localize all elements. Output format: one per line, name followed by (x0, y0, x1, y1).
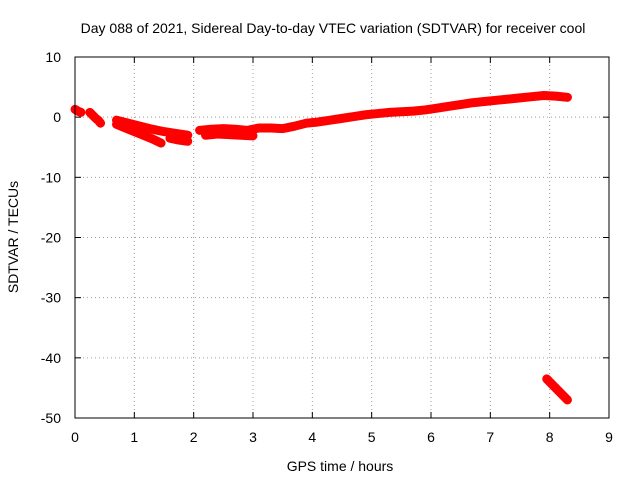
y-tick-label: -30 (41, 290, 61, 306)
chart-title: Day 088 of 2021, Sidereal Day-to-day VTE… (81, 20, 586, 36)
y-tick-label: -20 (41, 230, 61, 246)
data-point (249, 131, 257, 140)
x-tick-label: 4 (308, 429, 316, 445)
x-tick-label: 0 (71, 429, 79, 445)
y-tick-label: 0 (53, 109, 61, 125)
data-point (157, 139, 166, 148)
x-tick-label: 7 (486, 429, 494, 445)
series-arc-3-tail (165, 133, 193, 146)
data-point (76, 108, 85, 117)
data-point (563, 93, 572, 102)
x-tick-label: 2 (190, 429, 198, 445)
series-arc-3-lower (112, 119, 166, 148)
y-tick-label: -10 (41, 169, 61, 185)
y-tick-label: -50 (41, 410, 61, 426)
tick-layer: 0 1 2 3 4 5 6 7 8 9 10 0 -10 -20 -30 -40 -50 (41, 49, 613, 445)
series-arc-4-lower (201, 129, 258, 141)
data-point (563, 395, 572, 404)
grid-layer (75, 57, 609, 418)
x-tick-label: 6 (427, 429, 435, 445)
x-tick-label: 3 (249, 429, 257, 445)
series-arc-2 (85, 107, 106, 128)
y-tick-label: -40 (41, 350, 61, 366)
x-tick-label: 1 (130, 429, 138, 445)
series-arc-5 (542, 374, 572, 405)
x-axis-label: GPS time / hours (287, 458, 394, 474)
data-point (96, 119, 105, 128)
y-axis-label: SDTVAR / TECUs (5, 181, 21, 293)
series-arc-4 (195, 91, 572, 135)
data-layer (70, 91, 572, 405)
data-point (183, 137, 192, 146)
y-tick-label: 10 (45, 49, 61, 65)
x-tick-label: 5 (368, 429, 376, 445)
x-tick-label: 9 (605, 429, 613, 445)
x-tick-label: 8 (546, 429, 554, 445)
